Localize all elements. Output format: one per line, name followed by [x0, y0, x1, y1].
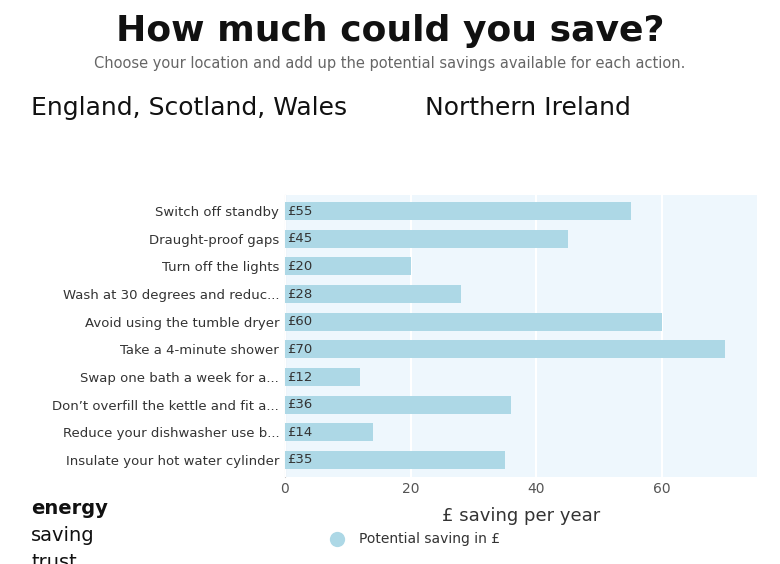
X-axis label: £ saving per year: £ saving per year [441, 507, 600, 525]
Text: How much could you save?: How much could you save? [115, 14, 665, 48]
Text: trust: trust [31, 553, 77, 564]
Text: saving: saving [31, 526, 95, 545]
Text: energy: energy [31, 499, 108, 518]
Text: £14: £14 [287, 426, 313, 439]
Bar [285, 313, 662, 331]
Text: Choose your location and add up the potential savings available for each action.: Choose your location and add up the pote… [94, 56, 686, 72]
Bar [285, 396, 511, 413]
Bar [285, 285, 461, 303]
Text: £55: £55 [287, 205, 313, 218]
Text: Potential saving in £: Potential saving in £ [359, 532, 500, 545]
Text: £45: £45 [287, 232, 313, 245]
Bar [285, 230, 568, 248]
Bar [285, 341, 725, 358]
Text: £28: £28 [287, 288, 313, 301]
Text: Northern Ireland: Northern Ireland [425, 96, 631, 120]
Bar [285, 368, 360, 386]
Bar [285, 451, 505, 469]
Text: £60: £60 [287, 315, 312, 328]
Text: £35: £35 [287, 453, 313, 466]
Bar [285, 258, 410, 275]
Text: £20: £20 [287, 260, 313, 273]
Text: £70: £70 [287, 343, 313, 356]
Text: England, Scotland, Wales: England, Scotland, Wales [31, 96, 347, 120]
Text: £36: £36 [287, 398, 313, 411]
Bar [285, 202, 631, 220]
Bar [285, 424, 373, 441]
Text: £12: £12 [287, 371, 313, 384]
